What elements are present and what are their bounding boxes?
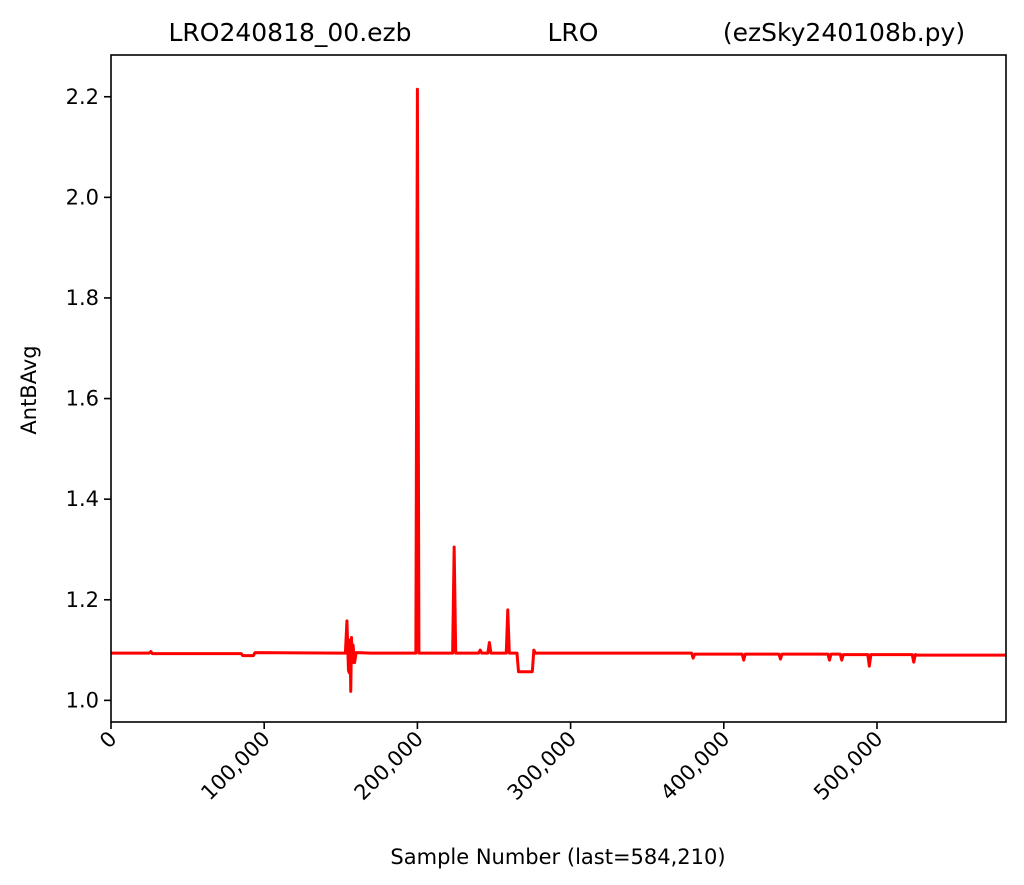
chart-title-center: LRO: [548, 18, 599, 47]
y-tick-label: 1.4: [66, 487, 99, 511]
chart-title-left: LRO240818_00.ezb: [168, 18, 411, 47]
plot-frame: [110, 54, 1007, 723]
y-tick-label: 2.2: [66, 85, 99, 109]
y-tick-label: 1.8: [66, 286, 99, 310]
y-tick-label: 2.0: [66, 185, 99, 209]
x-tick-label: 0: [95, 727, 121, 753]
series-line-0: [111, 87, 1006, 693]
y-axis: 1.0 1.2 1.4 1.6 1.8 2.0 2.2: [66, 85, 111, 712]
x-tick-label: 300,000: [503, 727, 581, 805]
x-axis: 0 100,000 200,000 300,000 400,000 500,000: [95, 722, 888, 805]
x-axis-label: Sample Number (last=584,210): [390, 845, 725, 869]
y-tick-label: 1.0: [66, 688, 99, 712]
y-tick-label: 1.2: [66, 588, 99, 612]
y-axis-label: AntBAvg: [17, 345, 41, 434]
x-tick-label: 200,000: [350, 727, 428, 805]
x-tick-label: 500,000: [809, 727, 887, 805]
x-tick-label: 100,000: [196, 727, 274, 805]
series-layer: [111, 87, 1006, 693]
x-tick-label: 400,000: [656, 727, 734, 805]
chart-title-right: (ezSky240108b.py): [723, 18, 965, 47]
y-tick-label: 1.6: [66, 387, 99, 411]
